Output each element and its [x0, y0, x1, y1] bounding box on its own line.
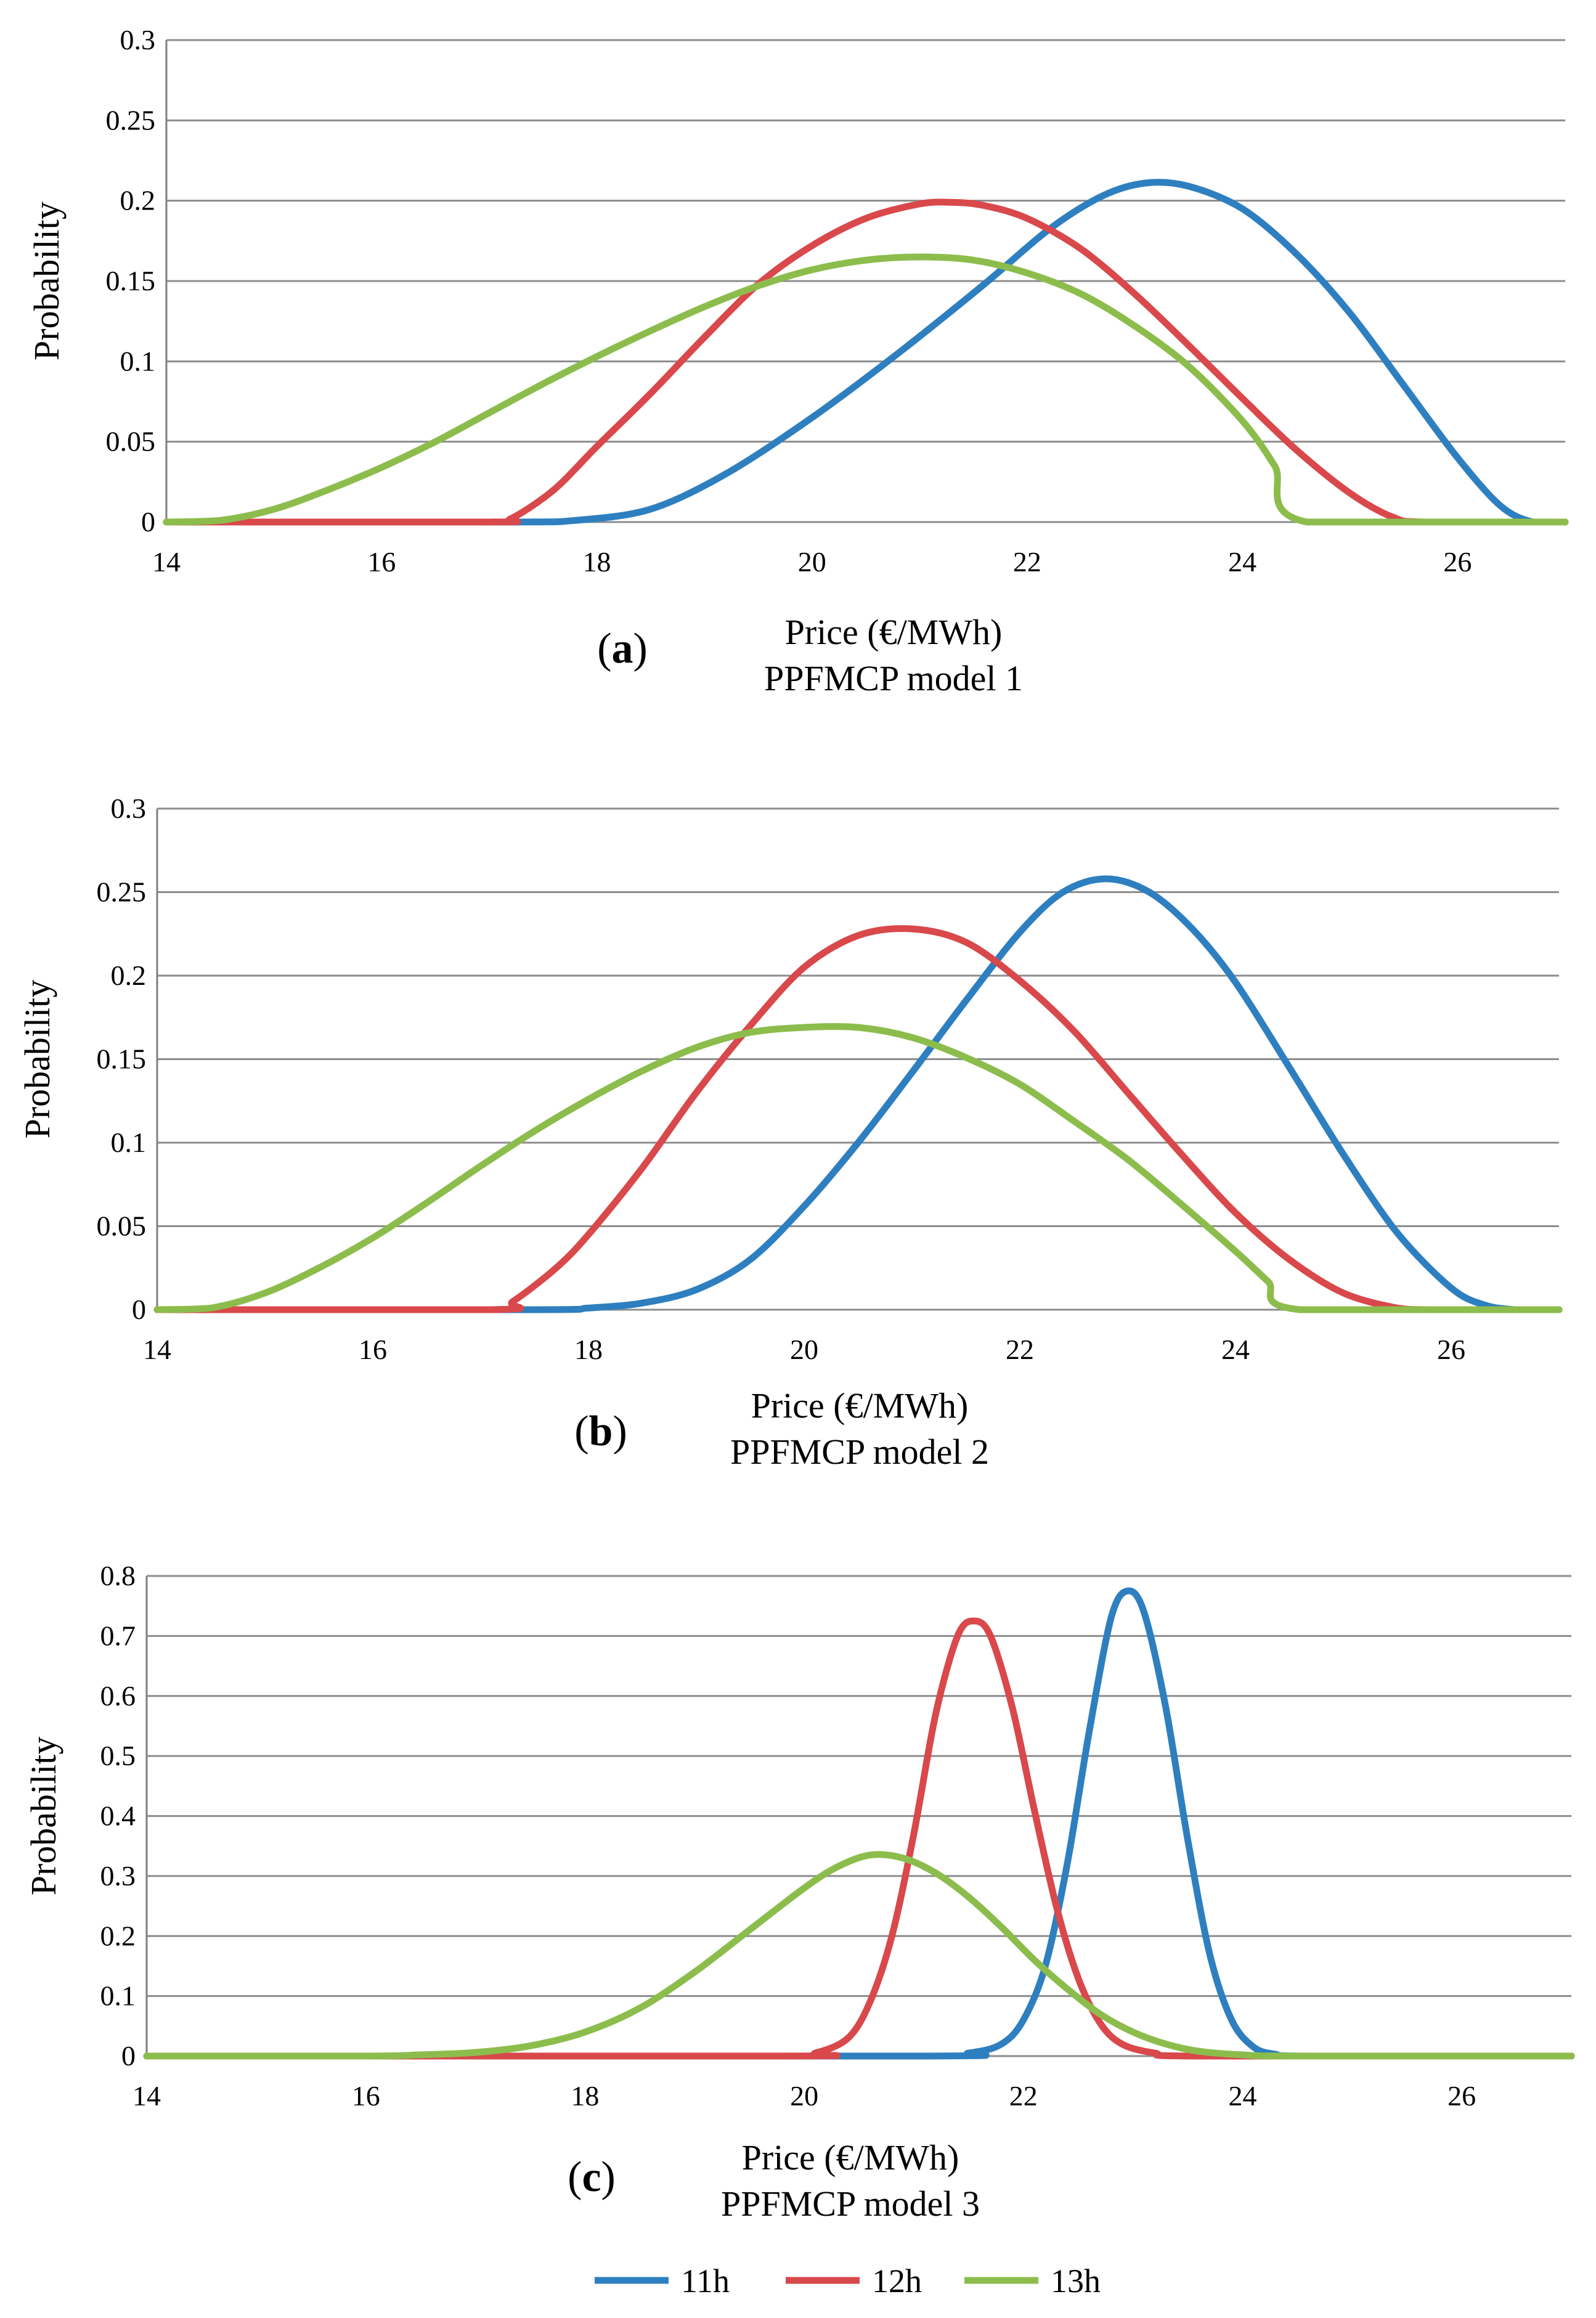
- y-tick-label: 0: [121, 2040, 136, 2071]
- x-tick-label: 18: [582, 546, 611, 577]
- panel-label: (b): [574, 1408, 627, 1455]
- y-tick-labels: 0 0.05 0.1 0.15 0.2 0.25 0.3: [106, 24, 156, 537]
- y-tick-label: 0.1: [111, 1127, 147, 1158]
- x-axis-title: Price (€/MWh): [785, 612, 1003, 652]
- x-tick-label: 18: [571, 2080, 599, 2112]
- y-tick-label: 0.15: [106, 265, 156, 296]
- gridlines: [147, 1575, 1571, 2057]
- legend-label-13h: 13h: [1051, 2263, 1101, 2300]
- x-tick-label: 22: [1009, 2080, 1038, 2112]
- x-tick-label: 16: [359, 1334, 387, 1365]
- x-tick-label: 16: [352, 2080, 380, 2112]
- x-tick-label: 26: [1437, 1334, 1465, 1365]
- x-tick-label: 14: [132, 2080, 161, 2112]
- panel-title: PPFMCP model 2: [730, 1432, 989, 1472]
- series-line-11h: [163, 179, 1569, 526]
- y-tick-label: 0.1: [100, 1980, 136, 2012]
- y-tick-label: 0.15: [97, 1043, 147, 1075]
- x-tick-label: 20: [798, 546, 826, 577]
- x-tick-labels: 14 16 18 20 22 24 26: [143, 1334, 1465, 1365]
- x-tick-label: 18: [574, 1334, 603, 1365]
- y-tick-label: 0.05: [97, 1210, 147, 1242]
- x-tick-label: 24: [1228, 2080, 1256, 2112]
- y-axis-title: Probability: [17, 980, 57, 1139]
- x-tick-label: 24: [1228, 546, 1256, 577]
- panel-letter: c: [582, 2153, 601, 2201]
- series-lines: [143, 1587, 1575, 2060]
- x-tick-label: 22: [1006, 1334, 1034, 1365]
- y-tick-label: 0: [141, 506, 155, 537]
- series-line-12h: [143, 1617, 1575, 2060]
- series-line-12h: [153, 925, 1563, 1313]
- x-axis-title: Price (€/MWh): [751, 1385, 969, 1426]
- series-line-13h: [163, 253, 1569, 526]
- panel-c: 0 0.1 0.2 0.3 0.4 0.5 0.6 0.7 0.8 14 16 18 20 22 24 26…: [23, 1560, 1575, 2224]
- legend-item-12h: 12h: [786, 2263, 922, 2300]
- panel-a: 0 0.05 0.1 0.15 0.2 0.25 0.3 14 16 18 20 22 24 26 Pr…: [26, 24, 1569, 698]
- legend: 11h 12h 13h: [595, 2263, 1101, 2300]
- panel-label: (c): [568, 2153, 616, 2201]
- x-tick-labels: 14 16 18 20 22 24 26: [132, 2080, 1476, 2112]
- y-tick-label: 0.3: [100, 1860, 136, 1892]
- panel-title: PPFMCP model 3: [721, 2184, 980, 2224]
- y-tick-label: 0.3: [120, 24, 156, 55]
- y-tick-label: 0.3: [111, 793, 147, 824]
- x-tick-label: 20: [790, 1334, 818, 1365]
- series-line-12h: [163, 198, 1569, 526]
- y-tick-label: 0.7: [100, 1620, 136, 1651]
- series-lines: [163, 179, 1569, 526]
- legend-item-11h: 11h: [595, 2263, 730, 2300]
- y-tick-label: 0.2: [120, 185, 156, 216]
- y-tick-labels: 0 0.05 0.1 0.15 0.2 0.25 0.3: [97, 793, 147, 1325]
- y-tick-label: 0.25: [106, 104, 156, 136]
- y-tick-label: 0.25: [97, 876, 147, 908]
- gridlines: [157, 807, 1559, 1311]
- series-lines: [153, 875, 1563, 1313]
- panel-label: (a): [597, 625, 648, 672]
- y-tick-label: 0: [132, 1294, 146, 1325]
- series-line-13h: [153, 1023, 1563, 1313]
- y-tick-label: 0.8: [100, 1560, 136, 1591]
- y-tick-label: 0.1: [120, 345, 156, 377]
- series-line-11h: [153, 875, 1563, 1313]
- x-tick-label: 20: [790, 2080, 818, 2112]
- y-axis-title: Probability: [23, 1737, 63, 1896]
- series-line-13h: [143, 1851, 1575, 2060]
- panel-letter: b: [589, 1408, 613, 1455]
- y-tick-label: 0.6: [100, 1680, 136, 1712]
- series-line-11h: [143, 1587, 1575, 2060]
- x-tick-labels: 14 16 18 20 22 24 26: [152, 546, 1472, 577]
- panel-title: PPFMCP model 1: [764, 658, 1023, 698]
- x-tick-label: 14: [152, 546, 181, 577]
- x-tick-label: 24: [1221, 1334, 1250, 1365]
- x-tick-label: 14: [143, 1334, 171, 1365]
- x-tick-label: 26: [1447, 2080, 1476, 2112]
- x-tick-label: 16: [367, 546, 396, 577]
- x-tick-label: 22: [1013, 546, 1041, 577]
- panel-letter: a: [612, 625, 633, 672]
- panel-b: 0 0.05 0.1 0.15 0.2 0.25 0.3 14 16 18 20 22 24 26 Pr…: [17, 793, 1563, 1472]
- y-tick-labels: 0 0.1 0.2 0.3 0.4 0.5 0.6 0.7 0.8: [100, 1560, 136, 2071]
- legend-item-13h: 13h: [964, 2263, 1101, 2300]
- y-tick-label: 0.05: [106, 426, 156, 457]
- gridlines: [166, 39, 1565, 523]
- x-tick-label: 26: [1443, 546, 1472, 577]
- legend-label-12h: 12h: [872, 2263, 922, 2300]
- y-tick-label: 0.2: [111, 960, 147, 991]
- x-axis-title: Price (€/MWh): [742, 2137, 959, 2177]
- y-tick-label: 0.5: [100, 1740, 136, 1771]
- y-tick-label: 0.2: [100, 1920, 136, 1951]
- y-axis-title: Probability: [26, 202, 67, 361]
- y-tick-label: 0.4: [100, 1800, 136, 1832]
- legend-label-11h: 11h: [681, 2263, 730, 2300]
